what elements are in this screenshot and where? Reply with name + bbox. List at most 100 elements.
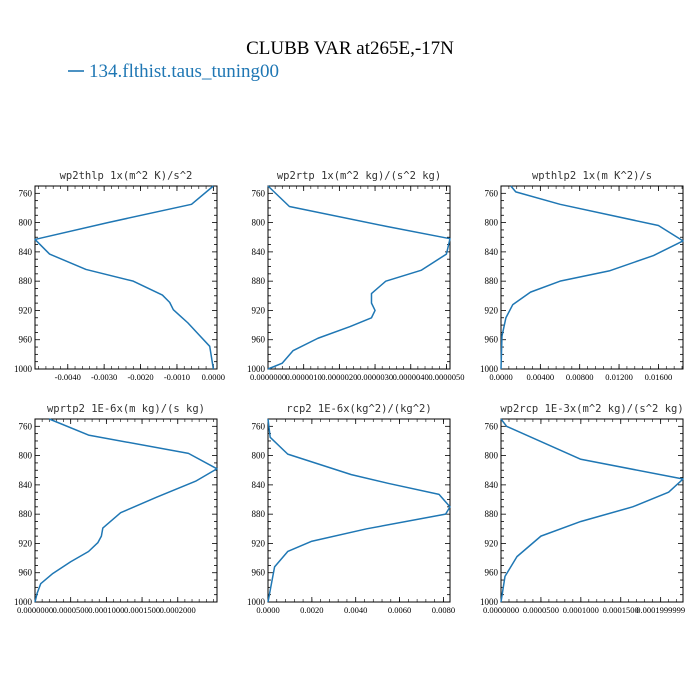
- panel-title: wpthlp2 1x(m K^2)/s: [532, 170, 652, 182]
- y-tick-label: 920: [485, 538, 499, 548]
- y-tick-label: 880: [252, 276, 266, 286]
- y-tick-label: 1000: [14, 597, 33, 607]
- x-tick-label: 0.0001000: [563, 605, 599, 615]
- series-line: [267, 185, 451, 370]
- y-tick-label: 880: [252, 509, 266, 519]
- y-tick-label: 800: [485, 218, 499, 228]
- y-tick-label: 880: [19, 509, 33, 519]
- x-tick-label: 0.0000010: [286, 372, 322, 382]
- series-line: [267, 418, 451, 603]
- x-tick-label: 0.01200: [605, 372, 633, 382]
- y-tick-label: 920: [252, 305, 266, 315]
- x-tick-label: 0.0002000: [160, 605, 196, 615]
- x-tick-label: 0.00400: [527, 372, 555, 382]
- x-tick-label: 0.0000030: [357, 372, 393, 382]
- y-tick-label: 760: [19, 421, 33, 431]
- y-tick-label: 960: [252, 335, 266, 345]
- x-tick-label: 0.0001500: [603, 605, 639, 615]
- y-tick-label: 920: [19, 305, 33, 315]
- x-tick-label: 0.0001000: [88, 605, 124, 615]
- plot-frame: [500, 418, 684, 603]
- y-tick-label: 880: [19, 276, 33, 286]
- series-line: [34, 418, 218, 603]
- panel-4: wprtp2 1E-6x(m kg)/(s kg) 760 800 840 880 920…: [14, 403, 218, 615]
- series-line: [500, 185, 684, 370]
- y-tick-label: 920: [252, 538, 266, 548]
- y-tick-label: 920: [19, 538, 33, 548]
- y-tick-label: 920: [485, 305, 499, 315]
- y-tick-label: 840: [19, 247, 33, 257]
- x-tick-label: 0.0000500: [523, 605, 559, 615]
- chart-panels: wp2thlp 1x(m^2 K)/s^2 760 800 840 880 920 960 1…: [14, 170, 685, 615]
- x-tick-label: 0.0000050: [428, 372, 464, 382]
- panel-title: rcp2 1E-6x(kg^2)/(kg^2): [286, 403, 431, 415]
- panel-5: rcp2 1E-6x(kg^2)/(kg^2) 760 800 840 880 920 96…: [247, 403, 455, 615]
- x-tick-label: -0.0040: [55, 372, 81, 382]
- x-tick-label: 0.0000020: [321, 372, 357, 382]
- plot-frame: [267, 185, 451, 370]
- y-tick-label: 760: [252, 421, 266, 431]
- y-tick-label: 840: [252, 480, 266, 490]
- x-tick-label: 0.0000000: [250, 372, 286, 382]
- x-tick-label: 0.0040: [344, 605, 367, 615]
- x-tick-label: 0.0001999999: [636, 605, 685, 615]
- y-tick-label: 800: [252, 218, 266, 228]
- panel-1: wp2thlp 1x(m^2 K)/s^2 760 800 840 880 920 960 1…: [14, 170, 225, 382]
- x-tick-label: 0.0000500: [53, 605, 89, 615]
- y-tick-label: 840: [485, 247, 499, 257]
- x-tick-label: 0.0000000: [483, 605, 519, 615]
- panel-title: wp2thlp 1x(m^2 K)/s^2: [60, 170, 193, 182]
- legend-label: 134.flthist.taus_tuning00: [89, 61, 279, 82]
- y-tick-label: 960: [252, 568, 266, 578]
- y-tick-label: 880: [485, 509, 499, 519]
- x-tick-label: 0.0000: [256, 605, 279, 615]
- series-line: [500, 418, 684, 603]
- y-tick-label: 800: [19, 451, 33, 461]
- x-tick-label: 0.0080: [432, 605, 455, 615]
- panel-2: wp2rtp 1x(m^2 kg)/(s^2 kg) 760 800 840 880 92…: [247, 170, 464, 382]
- y-tick-label: 1000: [480, 597, 499, 607]
- y-tick-label: 960: [19, 568, 33, 578]
- x-tick-label: -0.0010: [164, 372, 190, 382]
- x-tick-label: 0.0000: [202, 372, 225, 382]
- panel-title: wprtp2 1E-6x(m kg)/(s kg): [47, 403, 205, 415]
- x-tick-label: 0.0001500: [124, 605, 160, 615]
- x-tick-label: 0.0000040: [393, 372, 429, 382]
- y-tick-label: 1000: [14, 364, 33, 374]
- y-tick-label: 960: [485, 335, 499, 345]
- x-tick-label: 0.0000000: [17, 605, 53, 615]
- figure-title: CLUBB VAR at265E,-17N: [246, 38, 454, 59]
- y-tick-label: 840: [252, 247, 266, 257]
- plot-frame: [500, 185, 684, 370]
- x-tick-label: 0.01600: [645, 372, 673, 382]
- y-tick-label: 840: [485, 480, 499, 490]
- y-tick-label: 800: [485, 451, 499, 461]
- x-tick-label: 0.0060: [388, 605, 411, 615]
- y-tick-label: 760: [252, 188, 266, 198]
- y-tick-label: 760: [485, 421, 499, 431]
- y-tick-label: 840: [19, 480, 33, 490]
- panel-6: wp2rcp 1E-3x(m^2 kg)/(s^2 kg)760 800 840 88…: [480, 403, 685, 615]
- y-tick-label: 800: [252, 451, 266, 461]
- y-tick-label: 760: [485, 188, 499, 198]
- panel-3: wpthlp2 1x(m K^2)/s 760 800 840 880 920 960 100…: [480, 170, 684, 382]
- x-tick-label: 0.0020: [300, 605, 323, 615]
- y-tick-label: 800: [19, 218, 33, 228]
- y-tick-label: 880: [485, 276, 499, 286]
- plot-frame: [267, 418, 451, 603]
- y-tick-label: 1000: [480, 364, 499, 374]
- y-tick-label: 1000: [247, 364, 266, 374]
- y-tick-label: 1000: [247, 597, 266, 607]
- x-tick-label: 0.0000: [489, 372, 512, 382]
- panel-title: wp2rtp 1x(m^2 kg)/(s^2 kg): [277, 170, 441, 182]
- plot-frame: [34, 418, 218, 603]
- panel-title: wp2rcp 1E-3x(m^2 kg)/(s^2 kg): [500, 403, 683, 415]
- x-tick-label: -0.0030: [91, 372, 117, 382]
- y-tick-label: 960: [485, 568, 499, 578]
- y-tick-label: 960: [19, 335, 33, 345]
- series-line: [34, 185, 215, 370]
- y-tick-label: 760: [19, 188, 33, 198]
- x-tick-label: -0.0020: [127, 372, 153, 382]
